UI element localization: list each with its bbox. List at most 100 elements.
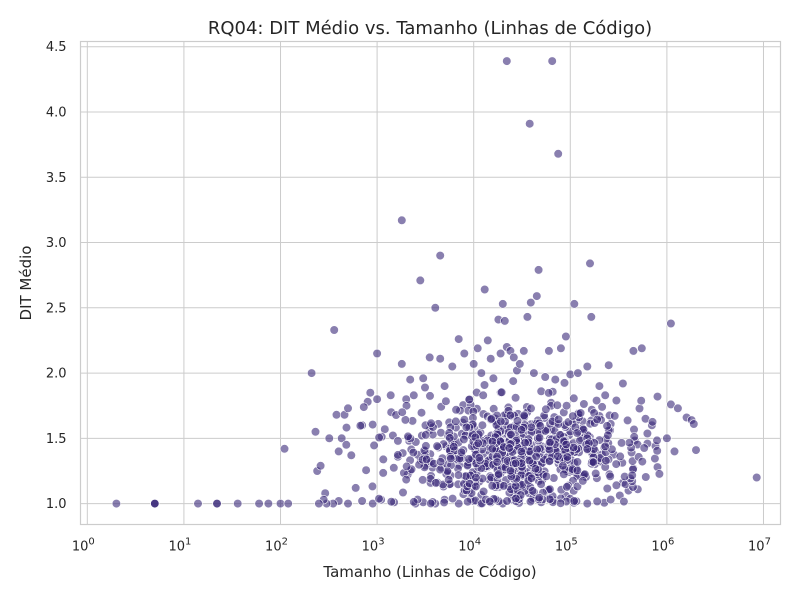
chart-title: RQ04: DIT Médio vs. Tamanho (Linhas de C…: [208, 18, 652, 39]
data-point: [662, 433, 672, 443]
data-point: [526, 298, 536, 308]
data-point: [572, 465, 582, 476]
data-point: [111, 499, 121, 509]
data-point: [393, 450, 403, 460]
data-point: [624, 438, 635, 448]
data-point: [405, 375, 415, 385]
data-point: [401, 401, 412, 411]
data-point: [531, 451, 541, 462]
data-point: [337, 433, 347, 443]
data-point: [456, 447, 467, 457]
x-tick-label: 105: [555, 537, 578, 555]
data-point: [397, 215, 407, 225]
data-point: [600, 441, 610, 452]
data-point: [603, 430, 613, 440]
y-tick-label: 2.0: [46, 367, 67, 382]
data-point: [386, 497, 396, 507]
data-point: [492, 457, 502, 467]
data-point: [359, 402, 369, 412]
data-point: [372, 394, 382, 404]
y-tick-label: 1.5: [46, 432, 67, 447]
data-point: [628, 346, 639, 356]
data-point: [479, 486, 489, 497]
data-point: [469, 359, 479, 369]
data-point: [498, 299, 508, 309]
data-point: [461, 422, 472, 432]
data-point: [502, 496, 512, 506]
data-point: [506, 429, 516, 440]
data-point: [502, 56, 512, 66]
data-point: [510, 393, 521, 403]
data-point: [636, 396, 646, 406]
y-tick-label: 4.0: [46, 105, 67, 120]
data-point: [431, 478, 441, 488]
x-tick-label: 101: [168, 537, 191, 555]
data-point: [605, 471, 615, 481]
data-point: [398, 487, 408, 498]
data-point: [611, 480, 622, 490]
data-point: [485, 496, 495, 507]
data-point: [463, 497, 473, 507]
data-point: [477, 420, 488, 430]
data-point: [464, 395, 474, 405]
data-point: [602, 421, 612, 431]
data-point: [569, 393, 579, 403]
data-point: [618, 378, 628, 389]
data-point: [627, 470, 637, 480]
data-point: [474, 453, 484, 463]
data-point: [343, 403, 353, 413]
data-point: [439, 497, 449, 508]
data-point: [471, 472, 481, 483]
data-point: [561, 439, 571, 450]
data-point: [355, 421, 366, 431]
data-point: [476, 368, 487, 378]
data-point: [611, 395, 622, 406]
data-point: [572, 428, 582, 438]
data-point: [666, 399, 676, 410]
data-point: [615, 451, 625, 462]
data-point: [418, 373, 428, 383]
data-point: [473, 438, 483, 448]
data-point: [425, 391, 435, 401]
data-point: [511, 458, 521, 468]
data-point: [400, 415, 411, 425]
data-point: [597, 402, 607, 412]
data-point: [487, 444, 497, 454]
data-point: [511, 493, 521, 504]
data-point: [451, 405, 461, 415]
data-point: [544, 346, 554, 356]
data-point: [504, 443, 514, 453]
data-point: [561, 401, 572, 411]
data-point: [578, 476, 588, 486]
data-point: [752, 472, 762, 483]
data-point: [473, 343, 483, 353]
y-axis-label: DIT Médio: [17, 246, 35, 321]
data-point: [620, 472, 630, 482]
data-point: [573, 368, 583, 378]
data-point: [544, 456, 555, 466]
data-point: [588, 457, 599, 467]
data-point: [426, 498, 436, 509]
data-point: [582, 361, 592, 372]
data-point: [505, 466, 516, 476]
x-tick-label: 107: [748, 537, 771, 555]
data-point: [691, 445, 701, 455]
data-point: [361, 465, 371, 475]
data-point: [324, 433, 334, 443]
data-point: [314, 499, 324, 509]
data-point: [616, 438, 627, 448]
data-point: [496, 348, 506, 359]
data-point: [378, 454, 388, 465]
data-point: [525, 119, 535, 129]
y-axis-ticks: 1.0 1.5 2.0 2.5 3.0 3.5 4.0 4.5: [46, 40, 67, 512]
data-point: [386, 390, 396, 400]
data-point: [397, 359, 407, 369]
data-point: [374, 432, 384, 443]
data-point: [459, 415, 470, 425]
data-point: [408, 447, 418, 458]
data-point: [480, 284, 490, 295]
data-point: [515, 359, 525, 369]
data-point: [673, 403, 683, 413]
data-point: [600, 390, 610, 400]
